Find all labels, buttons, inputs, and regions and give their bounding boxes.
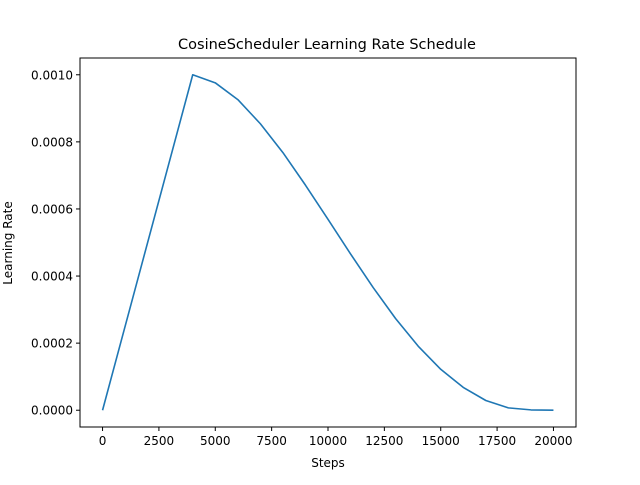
x-tick-label: 0 bbox=[99, 434, 107, 448]
x-tick-label: 2500 bbox=[144, 434, 175, 448]
series-layer bbox=[101, 73, 554, 412]
y-tick-label: 0.0008 bbox=[31, 135, 73, 149]
y-tick-label: 0.0002 bbox=[31, 337, 73, 351]
x-tick-label: 12500 bbox=[365, 434, 403, 448]
x-tick-label: 5000 bbox=[200, 434, 231, 448]
x-axis-ticks: 0 2500 5000 7500 10000 12500 15000 17500 20000 bbox=[99, 427, 573, 448]
x-tick-label: 20000 bbox=[534, 434, 572, 448]
y-tick-label: 0.0010 bbox=[31, 68, 73, 82]
chart-title: CosineScheduler Learning Rate Schedule bbox=[178, 37, 476, 53]
x-tick-label: 15000 bbox=[422, 434, 460, 448]
learning-rate-line bbox=[101, 73, 554, 412]
x-axis-label: Steps bbox=[311, 456, 345, 470]
x-tick-label: 17500 bbox=[478, 434, 516, 448]
x-tick-label: 10000 bbox=[309, 434, 347, 448]
y-axis-label: Learning Rate bbox=[1, 201, 15, 284]
y-tick-label: 0.0000 bbox=[31, 404, 73, 418]
y-tick-label: 0.0006 bbox=[31, 202, 73, 216]
y-axis-ticks: 0.0000 0.0002 0.0004 0.0006 0.0008 0.0010 bbox=[31, 68, 80, 418]
plot-area-frame bbox=[79, 57, 577, 428]
y-tick-label: 0.0004 bbox=[31, 270, 73, 284]
x-tick-label: 7500 bbox=[256, 434, 287, 448]
